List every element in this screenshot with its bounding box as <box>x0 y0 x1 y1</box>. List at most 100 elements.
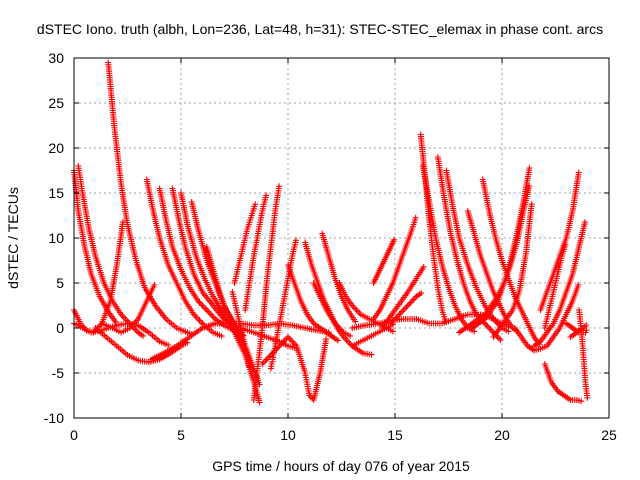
arc-series <box>541 361 585 405</box>
data-point <box>203 307 210 313</box>
data-point <box>209 313 216 319</box>
data-point <box>582 219 588 226</box>
arc-series <box>511 282 582 354</box>
data-point <box>286 335 293 342</box>
arc-series <box>71 167 119 325</box>
data-point <box>352 305 359 312</box>
data-point <box>198 301 204 307</box>
arc-series <box>319 230 359 325</box>
data-point <box>205 308 212 315</box>
data-point <box>218 333 225 340</box>
arc-series <box>531 219 588 349</box>
arc-series <box>229 289 253 370</box>
arc-series <box>387 290 425 327</box>
data-point <box>199 302 206 309</box>
arc-series <box>349 321 396 349</box>
data-point <box>293 237 299 244</box>
data-point <box>526 165 533 172</box>
arc-series <box>434 154 504 343</box>
y-tick-label: 20 <box>48 140 64 156</box>
arc-series <box>576 307 591 401</box>
data-point <box>406 301 413 307</box>
y-tick-label: 25 <box>48 95 64 111</box>
data-point <box>528 201 535 208</box>
x-tick-label: 10 <box>280 427 296 443</box>
data-point <box>265 355 271 361</box>
data-point <box>583 327 590 334</box>
y-tick-label: 10 <box>48 230 64 246</box>
data-point <box>420 263 427 270</box>
arc-series <box>178 190 263 406</box>
data-point <box>195 316 202 322</box>
data-point <box>505 328 512 335</box>
data-point <box>583 322 590 328</box>
arc-series <box>336 280 396 335</box>
y-tick-label: 15 <box>48 185 64 201</box>
data-point <box>287 337 294 343</box>
data-point <box>165 342 172 349</box>
data-point <box>354 308 361 315</box>
data-point <box>198 319 204 325</box>
arc-series <box>98 282 158 336</box>
arc-series <box>370 236 398 286</box>
data-point <box>399 308 406 315</box>
data-point <box>368 351 375 358</box>
data-point <box>192 313 199 319</box>
arc-series <box>490 201 535 340</box>
arc-series <box>419 163 478 335</box>
data-point <box>575 282 582 288</box>
data-point <box>394 313 401 319</box>
plot-frame <box>73 57 610 419</box>
chart-title: dSTEC Iono. truth (albh, Lon=236, Lat=48… <box>37 21 603 37</box>
data-point <box>256 399 263 406</box>
grid <box>74 58 609 418</box>
data-point <box>252 201 259 208</box>
data-point <box>391 236 398 243</box>
data-point <box>246 363 253 370</box>
data-point <box>132 326 139 333</box>
data-point <box>442 318 449 325</box>
arc-series <box>71 219 126 336</box>
data-point <box>471 328 478 335</box>
data-point <box>196 317 203 324</box>
data-point <box>200 304 207 310</box>
x-tick-label: 5 <box>177 427 185 443</box>
arc-series <box>143 176 225 340</box>
data-point <box>418 290 425 297</box>
data-point <box>496 335 503 342</box>
data-point <box>343 337 350 343</box>
arc-series <box>242 192 270 313</box>
data-point <box>290 340 297 346</box>
data-point <box>123 317 130 324</box>
data-point <box>389 328 396 335</box>
data-point <box>584 394 591 401</box>
data-point <box>129 322 136 328</box>
arc-series <box>567 322 590 340</box>
arc-series <box>370 214 419 322</box>
arc-series <box>231 201 259 286</box>
data-point <box>120 314 127 321</box>
x-tick-label: 20 <box>494 427 510 443</box>
data-point <box>484 323 491 330</box>
data-point <box>400 307 407 313</box>
data-point <box>193 314 200 321</box>
data-point <box>206 310 213 316</box>
y-tick-label: -10 <box>44 410 64 426</box>
data-point <box>202 305 209 312</box>
data-point <box>263 356 270 363</box>
data-point <box>403 304 410 310</box>
data-point <box>112 318 119 325</box>
data-point <box>487 326 494 333</box>
x-tick-label: 25 <box>601 427 617 443</box>
data-point <box>483 322 490 328</box>
arc-series <box>188 199 263 388</box>
data-point <box>334 337 341 344</box>
data-point <box>575 169 582 176</box>
data-point <box>350 304 357 310</box>
y-axis-label: dSTEC / TECUs <box>5 187 21 289</box>
data-point <box>151 282 158 288</box>
arc-series <box>541 241 569 331</box>
data-point <box>266 353 273 360</box>
data-point <box>260 359 267 366</box>
y-tick-label: 30 <box>48 50 64 66</box>
